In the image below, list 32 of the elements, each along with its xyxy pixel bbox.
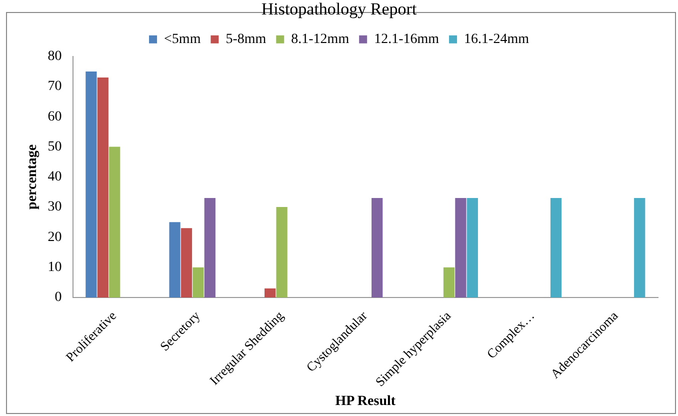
legend-label: 12.1-16mm <box>374 32 440 48</box>
bar <box>109 146 120 298</box>
bar <box>204 198 216 298</box>
y-tick-label: 20 <box>48 230 62 245</box>
legend-label: <5mm <box>164 32 201 48</box>
y-tick-label: 60 <box>48 109 62 124</box>
legend-label: 5-8mm <box>226 32 266 48</box>
bar <box>466 198 478 298</box>
y-axis-title: percentage <box>25 144 40 210</box>
y-tick-label: 10 <box>48 260 62 275</box>
y-tick-label: 40 <box>48 170 62 185</box>
bar <box>86 71 97 298</box>
bar <box>550 198 562 298</box>
y-tick-label: 30 <box>48 200 62 215</box>
bar <box>264 288 276 298</box>
y-tick-label: 80 <box>48 49 62 64</box>
bar <box>443 267 455 298</box>
bar <box>192 267 204 298</box>
chart-title: Histopathology Report <box>261 0 417 19</box>
legend-label: 16.1-24mm <box>464 32 530 48</box>
bar <box>97 77 108 298</box>
legend-label: 8.1-12mm <box>291 32 350 48</box>
x-axis-title: HP Result <box>335 394 396 410</box>
bar <box>634 198 646 298</box>
y-tick-label: 50 <box>48 139 62 154</box>
y-tick-label: 70 <box>48 79 62 94</box>
y-tick-label: 0 <box>54 290 62 306</box>
bar <box>276 207 288 298</box>
bar <box>372 198 383 298</box>
bar <box>169 222 180 298</box>
bar <box>180 228 192 298</box>
bar <box>455 198 466 298</box>
